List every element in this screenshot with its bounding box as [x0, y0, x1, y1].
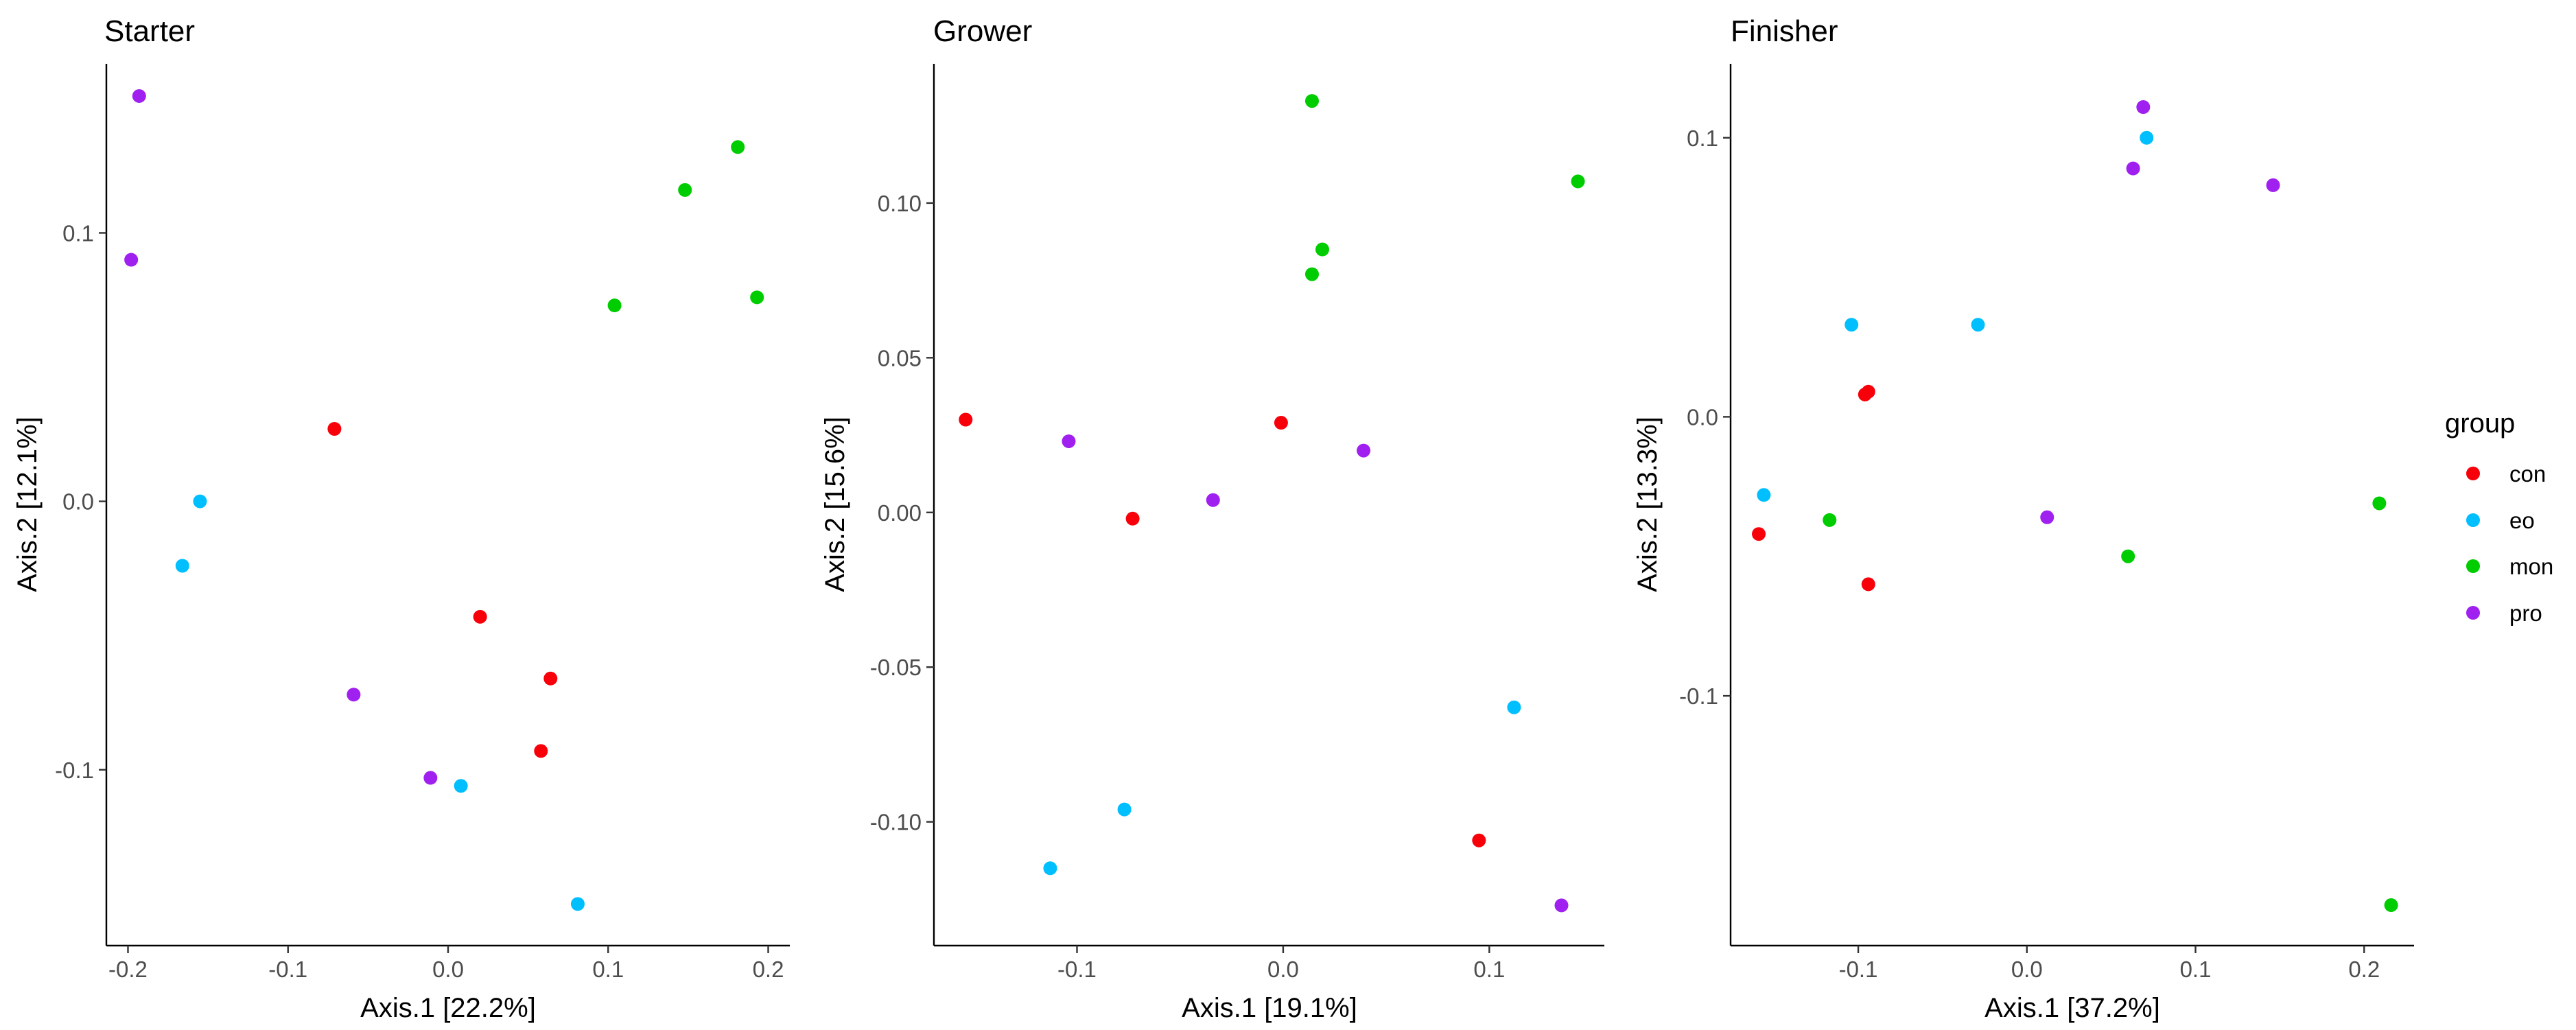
x-tick-label-grower: 0.0 [1267, 957, 1299, 982]
point-starter-mon [750, 290, 764, 305]
point-starter-con [473, 609, 487, 624]
points-starter [124, 89, 764, 911]
point-finisher-eo [1757, 488, 1771, 502]
point-grower-mon [1315, 242, 1330, 257]
y-tick-label-grower: -0.10 [870, 810, 922, 835]
point-grower-eo [1117, 802, 1132, 817]
point-grower-mon [1571, 174, 1585, 189]
point-grower-con [1125, 511, 1140, 526]
y-tick-label-finisher: 0.1 [1687, 126, 1718, 151]
panel-grower: Grower -0.1 0.0 0.1-0.10-0.050.000.050.10 … [820, 14, 1604, 1023]
point-grower-pro [1062, 434, 1076, 449]
point-grower-con [1274, 416, 1288, 430]
y-tick-label-finisher: 0.0 [1687, 404, 1718, 430]
x-tick-label-finisher: -0.1 [1839, 957, 1878, 982]
legend-title: group [2445, 408, 2515, 438]
point-starter-eo [454, 779, 468, 793]
ticks-grower: -0.1 0.0 0.1 -0.10 -0.05 0.00 0.05 0.10 [870, 191, 1506, 982]
panel-title-grower: Grower [933, 14, 1032, 48]
point-starter-con [327, 421, 342, 436]
point-grower-con [959, 412, 973, 427]
x-axis-title-starter: Axis.1 [22.2%] [360, 993, 536, 1023]
point-grower-pro [1357, 443, 1371, 458]
x-tick-label-starter: 0.1 [592, 957, 624, 982]
legend-label-mon: mon [2509, 554, 2553, 579]
legend-key-mon [2466, 559, 2480, 573]
y-tick-label-starter: -0.1 [55, 758, 94, 783]
points-grower [959, 94, 1585, 913]
legend-label-pro: pro [2509, 600, 2542, 626]
point-starter-eo [193, 494, 207, 508]
y-tick-label-grower: 0.05 [878, 345, 922, 371]
x-tick-label-grower: -0.1 [1057, 957, 1097, 982]
point-finisher-eo [1971, 318, 1985, 332]
panel-finisher: Finisher -0.1 0.0 0.1 0.2 -0.1 0.0 0.1 Axis.1 … [1632, 14, 2414, 1023]
point-starter-mon [678, 183, 692, 197]
point-finisher-pro [2040, 510, 2054, 524]
point-starter-pro [124, 253, 139, 267]
point-finisher-mon [2372, 496, 2387, 511]
x-tick-label-finisher: 0.2 [2348, 957, 2380, 982]
point-finisher-con [1752, 527, 1766, 541]
y-axis-title-grower: Axis.2 [15.6%] [820, 417, 850, 592]
y-axis-title-starter: Axis.2 [12.1%] [12, 417, 43, 592]
points-finisher [1752, 100, 2398, 913]
legend: group con eo mon pro [2445, 408, 2553, 626]
point-grower-mon [1304, 267, 1319, 281]
legend-label-eo: eo [2509, 508, 2535, 533]
y-tick-label-starter: 0.1 [62, 220, 94, 246]
point-finisher-mon [2384, 898, 2398, 913]
legend-key-eo [2466, 513, 2480, 527]
x-tick-label-starter: 0.0 [432, 957, 464, 982]
point-starter-mon [607, 299, 622, 313]
panel-title-starter: Starter [104, 14, 195, 48]
y-axis-title-finisher: Axis.2 [13.3%] [1632, 417, 1663, 592]
point-starter-pro [347, 688, 361, 702]
point-starter-pro [423, 771, 438, 785]
legend-key-con [2466, 467, 2480, 480]
point-starter-con [534, 744, 548, 758]
x-tick-label-finisher: 0.0 [2011, 957, 2043, 982]
y-tick-label-finisher: -0.1 [1679, 683, 1718, 709]
y-tick-label-starter: 0.0 [62, 489, 94, 515]
panel-starter: Starter -0.2 -0.1 0.0 0.1 0.2 -0.1 0.0 0.1 Axis… [12, 14, 790, 1023]
point-starter-eo [175, 559, 189, 573]
point-finisher-eo [2140, 130, 2154, 145]
y-tick-label-grower: -0.05 [870, 655, 922, 680]
point-finisher-pro [2266, 178, 2280, 192]
ticks-starter: -0.2 -0.1 0.0 0.1 0.2 -0.1 0.0 0.1 [55, 220, 784, 982]
x-axis-title-grower: Axis.1 [19.1%] [1182, 993, 1357, 1023]
point-starter-con [543, 671, 558, 686]
x-tick-label-finisher: 0.1 [2180, 957, 2212, 982]
point-starter-pro [132, 89, 146, 103]
x-tick-label-grower: 0.1 [1473, 957, 1505, 982]
x-axis-title-finisher: Axis.1 [37.2%] [1984, 993, 2160, 1023]
point-grower-con [1472, 833, 1486, 847]
point-finisher-eo [1845, 318, 1859, 332]
point-grower-pro [1554, 898, 1569, 913]
point-finisher-mon [2121, 549, 2135, 563]
point-grower-pro [1206, 493, 1220, 507]
x-tick-label-starter: 0.2 [753, 957, 784, 982]
panel-title-finisher: Finisher [1731, 14, 1838, 48]
y-tick-label-grower: 0.00 [878, 500, 922, 526]
legend-key-pro [2466, 606, 2480, 620]
legend-label-con: con [2509, 461, 2546, 487]
point-starter-eo [570, 897, 585, 911]
point-grower-eo [1507, 700, 1521, 714]
x-tick-label-starter: -0.2 [108, 957, 148, 982]
point-finisher-pro [2126, 161, 2140, 176]
point-grower-eo [1043, 861, 1057, 876]
x-tick-label-starter: -0.1 [268, 957, 307, 982]
point-finisher-mon [1823, 513, 1837, 527]
point-starter-mon [731, 140, 745, 154]
point-finisher-con [1858, 387, 1872, 401]
ticks-finisher: -0.1 0.0 0.1 0.2 -0.1 0.0 0.1 [1679, 126, 2380, 982]
point-finisher-con [1861, 577, 1875, 592]
point-finisher-pro [2136, 100, 2151, 115]
point-grower-mon [1304, 94, 1319, 108]
y-tick-label-grower: 0.10 [878, 191, 922, 216]
